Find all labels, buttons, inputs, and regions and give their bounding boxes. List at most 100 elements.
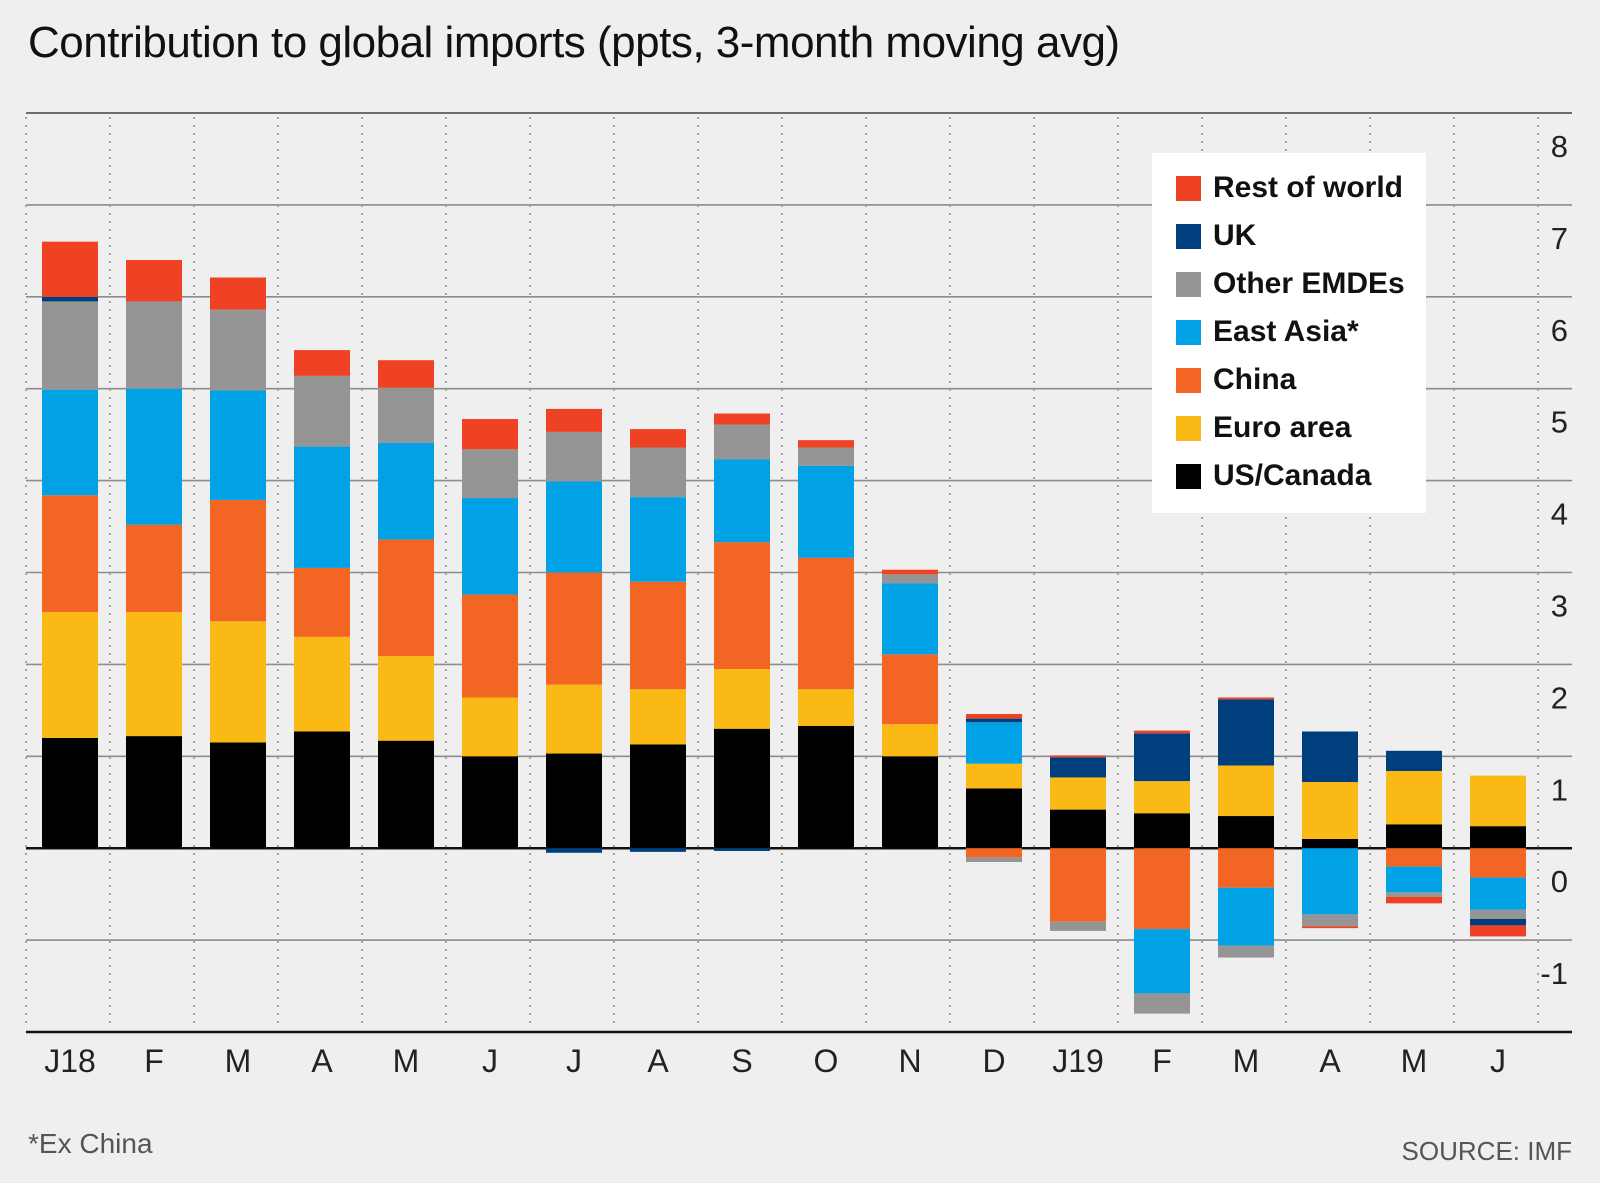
x-tick-label: J [566,1043,582,1079]
bar-segment-china [630,581,686,690]
y-tick-label: 2 [1551,680,1568,715]
bar-segment-rest-of-world [42,241,98,297]
bar-segment-uk [1302,731,1358,783]
bar-segment-us-canada [1302,839,1358,849]
bar-segment-us-canada [966,788,1022,849]
bar-segment-rest-of-world [294,350,350,376]
bar-segment-us-canada [462,756,518,849]
bar-segment-china [1134,848,1190,930]
bar-segment-euro-area [378,656,434,741]
bar-segment-other-emdes [1386,892,1442,897]
source-note: SOURCE: IMF [1401,1136,1572,1166]
legend-item: US/Canada [1176,456,1371,496]
bar-segment-other-emdes [1470,909,1526,919]
bar-segment-rest-of-world [798,440,854,448]
x-tick-label: M [1233,1043,1260,1079]
legend-label: US/Canada [1213,459,1372,492]
bar-segment-east-asia [714,459,770,543]
bar-segment-uk [42,296,98,302]
bar-segment-east-asia [1470,877,1526,910]
y-tick-label: 1 [1551,772,1568,807]
bar-segment-euro-area [1050,777,1106,810]
bar-segment-us-canada [1050,809,1106,849]
bar-segment-china [210,499,266,622]
legend-item: Other EMDEs [1176,264,1405,304]
bar-segment-east-asia [126,388,182,525]
bar-segment-other-emdes [1218,945,1274,958]
x-tick-label: M [225,1043,252,1079]
bar-segment-euro-area [126,612,182,737]
legend-swatch [1176,463,1201,489]
bar-segment-uk [714,848,770,851]
bar-segment-uk [630,848,686,852]
legend-label: Rest of world [1213,171,1404,204]
y-tick-label: 4 [1551,497,1568,532]
bar-segment-rest-of-world [210,277,266,310]
y-tick-label: 7 [1551,221,1568,256]
bar-segment-china [1470,848,1526,878]
bar-segment-uk [966,718,1022,723]
legend-swatch [1176,367,1201,393]
legend-label: China [1213,363,1297,396]
bar-segment-rest-of-world [630,429,686,448]
y-tick-label: 8 [1551,129,1568,164]
bar-segment-us-canada [1470,826,1526,849]
bar-segment-uk [1386,750,1442,772]
bar-segment-us-canada [294,731,350,849]
legend-swatch [1176,319,1201,345]
bar-segment-euro-area [210,621,266,743]
bar-segment-china [546,572,602,685]
legend-label: Euro area [1213,411,1352,444]
x-tick-label: A [311,1043,333,1079]
bar-segment-us-canada [546,753,602,849]
bar-segment-china [462,594,518,698]
bar-segment-euro-area [714,668,770,729]
y-tick-label: 0 [1551,864,1568,899]
bar-segment-east-asia [294,446,350,568]
legend-label: Other EMDEs [1213,267,1405,300]
bar-segment-other-emdes [378,387,434,443]
bar-segment-rest-of-world [1050,755,1106,758]
bar-segment-euro-area [966,763,1022,789]
bar-segment-us-canada [378,740,434,849]
bar-segment-china [126,524,182,613]
bar-segment-euro-area [1386,771,1442,825]
bar-segment-china [882,654,938,725]
x-tick-label: A [647,1043,669,1079]
bar-segment-east-asia [1386,866,1442,893]
bar-segment-us-canada [1386,824,1442,849]
bar-segment-other-emdes [714,424,770,460]
bar-segment-china [378,539,434,657]
bar-segment-rest-of-world [714,413,770,425]
bar-segment-china [1050,848,1106,922]
bar-segment-rest-of-world [378,360,434,388]
bar-segment-china [714,542,770,669]
bar-segment-other-emdes [210,309,266,391]
bar-segment-euro-area [630,689,686,745]
bar-segment-rest-of-world [1470,925,1526,937]
legend-swatch [1176,223,1201,249]
y-tick-label: -1 [1540,956,1568,991]
legend-swatch [1176,271,1201,297]
bar-segment-east-asia [42,389,98,496]
legend-item: Rest of world [1176,168,1403,208]
bar-segment-us-canada [798,725,854,849]
x-tick-label: N [898,1043,921,1079]
bar-segment-us-canada [210,742,266,849]
x-tick-label: S [731,1043,752,1079]
legend-item: East Asia* [1176,312,1359,352]
bar-segment-euro-area [1302,782,1358,840]
bars-layer [42,241,1526,1014]
bar-segment-china [1386,848,1442,867]
x-tick-label: M [393,1043,420,1079]
bar-segment-uk [1218,699,1274,766]
bar-segment-euro-area [798,689,854,726]
bar-segment-euro-area [294,636,350,732]
bar-segment-us-canada [630,744,686,849]
bar-segment-euro-area [1470,775,1526,827]
x-tick-label: F [1152,1043,1172,1079]
bar-segment-other-emdes [42,301,98,390]
legend-item: China [1176,360,1296,400]
bar-segment-other-emdes [882,574,938,584]
